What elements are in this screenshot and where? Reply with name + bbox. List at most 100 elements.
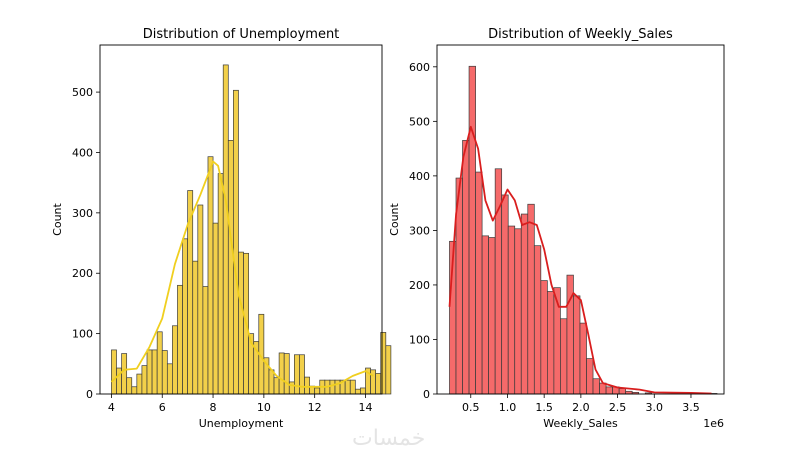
histogram-bar — [207, 156, 214, 395]
histogram-bar — [314, 387, 321, 395]
histogram-bar — [233, 89, 239, 395]
histogram-bar — [299, 354, 305, 395]
x-tick-label: 6 — [159, 401, 166, 414]
histogram-bar — [533, 245, 542, 395]
histogram-bar — [156, 331, 163, 395]
histogram-bar — [468, 65, 476, 395]
chart-title: Distribution of Weekly_Sales — [488, 27, 673, 42]
histogram-bar — [131, 386, 138, 395]
histogram-bar — [481, 235, 489, 395]
histogram-bar — [166, 363, 173, 395]
histogram-bar — [197, 204, 204, 395]
y-axis-label: Count — [388, 202, 401, 235]
histogram-bar — [177, 284, 183, 395]
x-tick-label: 2.0 — [572, 401, 590, 414]
histogram-bar — [560, 318, 568, 395]
histogram-bar — [182, 238, 188, 395]
x-tick-label: 3.5 — [682, 401, 700, 414]
x-tick-label: 1.0 — [499, 401, 517, 414]
histogram-bar — [349, 379, 356, 395]
histogram-bar — [273, 377, 280, 395]
y-tick-label: 300 — [72, 207, 93, 220]
y-tick-label: 500 — [409, 115, 430, 128]
kde-line — [110, 160, 374, 388]
histogram-bar — [599, 382, 607, 395]
histogram-bar — [294, 354, 300, 395]
watermark: خمسات — [352, 426, 426, 451]
histogram-bar — [121, 353, 128, 395]
x-axis-offset-text: 1e6 — [703, 417, 724, 430]
histogram-bar — [618, 388, 627, 395]
x-tick-label: 1.5 — [535, 401, 553, 414]
histogram-bar — [380, 332, 387, 395]
unemployment-histogram-panel: 4 6 8 10 12 14 0 100 200 300 400 500 Distribution of… — [51, 27, 392, 430]
histogram-bar — [547, 291, 555, 395]
histogram-bar — [462, 140, 470, 395]
histogram-bar — [592, 378, 600, 395]
y-tick-label: 100 — [72, 328, 93, 341]
histogram-bar — [344, 379, 351, 395]
x-tick-label: 10 — [257, 401, 271, 414]
histogram-bar — [151, 349, 158, 395]
histogram-bar — [202, 286, 209, 395]
x-axis-label: Weekly_Sales — [543, 417, 618, 430]
y-tick-label: 100 — [409, 333, 430, 346]
y-axis-label: Count — [51, 202, 64, 235]
histogram-bar — [161, 350, 168, 395]
histogram-bar — [222, 64, 229, 395]
histogram-bar — [573, 295, 581, 395]
histogram-bar — [212, 222, 219, 395]
histogram-bar — [475, 171, 483, 395]
y-tick-label: 400 — [72, 146, 93, 159]
histogram-bar — [227, 140, 234, 395]
histogram-bar — [192, 260, 199, 395]
x-axis-label: Unemployment — [199, 417, 284, 430]
histogram-bar — [172, 325, 178, 395]
x-tick-label: 3.0 — [646, 401, 664, 414]
y-tick-label: 600 — [409, 61, 430, 74]
y-tick-label: 0 — [423, 388, 430, 401]
histogram-bar — [141, 365, 148, 395]
y-tick-label: 0 — [86, 388, 93, 401]
x-tick-label: 14 — [358, 401, 372, 414]
histogram-bar — [514, 228, 522, 395]
x-tick-label: 8 — [210, 401, 217, 414]
histogram-bar — [334, 379, 341, 395]
histogram-bar — [111, 349, 117, 395]
kde-line — [448, 125, 712, 395]
histogram-bar — [238, 251, 244, 395]
histogram-bar — [304, 376, 310, 395]
x-tick-label: 0.5 — [462, 401, 480, 414]
histogram-bar — [501, 194, 509, 395]
histogram-bar — [354, 388, 361, 395]
histogram-bar — [507, 225, 516, 395]
x-tick-label: 4 — [108, 401, 115, 414]
histogram-bar — [527, 203, 535, 395]
histogram-bar — [329, 379, 336, 395]
histogram-bar — [540, 280, 548, 395]
histogram-bar — [488, 237, 496, 395]
histogram-bar — [278, 352, 285, 395]
histogram-bar — [370, 369, 376, 395]
histogram-bar — [520, 213, 529, 395]
y-tick-label: 500 — [72, 86, 93, 99]
chart-title: Distribution of Unemployment — [143, 27, 340, 42]
histogram-bar — [217, 173, 224, 395]
histogram-bar — [360, 387, 366, 395]
histogram-bar — [288, 381, 295, 395]
histogram-bar — [146, 349, 153, 395]
y-tick-label: 400 — [409, 170, 430, 183]
x-tick-label: 12 — [308, 401, 322, 414]
histogram-bar — [566, 274, 574, 395]
histogram-bar — [579, 322, 587, 395]
histogram-bar — [375, 373, 382, 395]
axes-frame — [99, 44, 383, 395]
histogram-bar — [385, 345, 392, 395]
histogram-bar — [136, 373, 143, 395]
histogram-bar — [268, 369, 275, 395]
histogram-bar — [126, 377, 133, 395]
y-tick-label: 300 — [409, 224, 430, 237]
histogram-bar — [605, 386, 613, 395]
x-tick-label: 2.5 — [609, 401, 627, 414]
